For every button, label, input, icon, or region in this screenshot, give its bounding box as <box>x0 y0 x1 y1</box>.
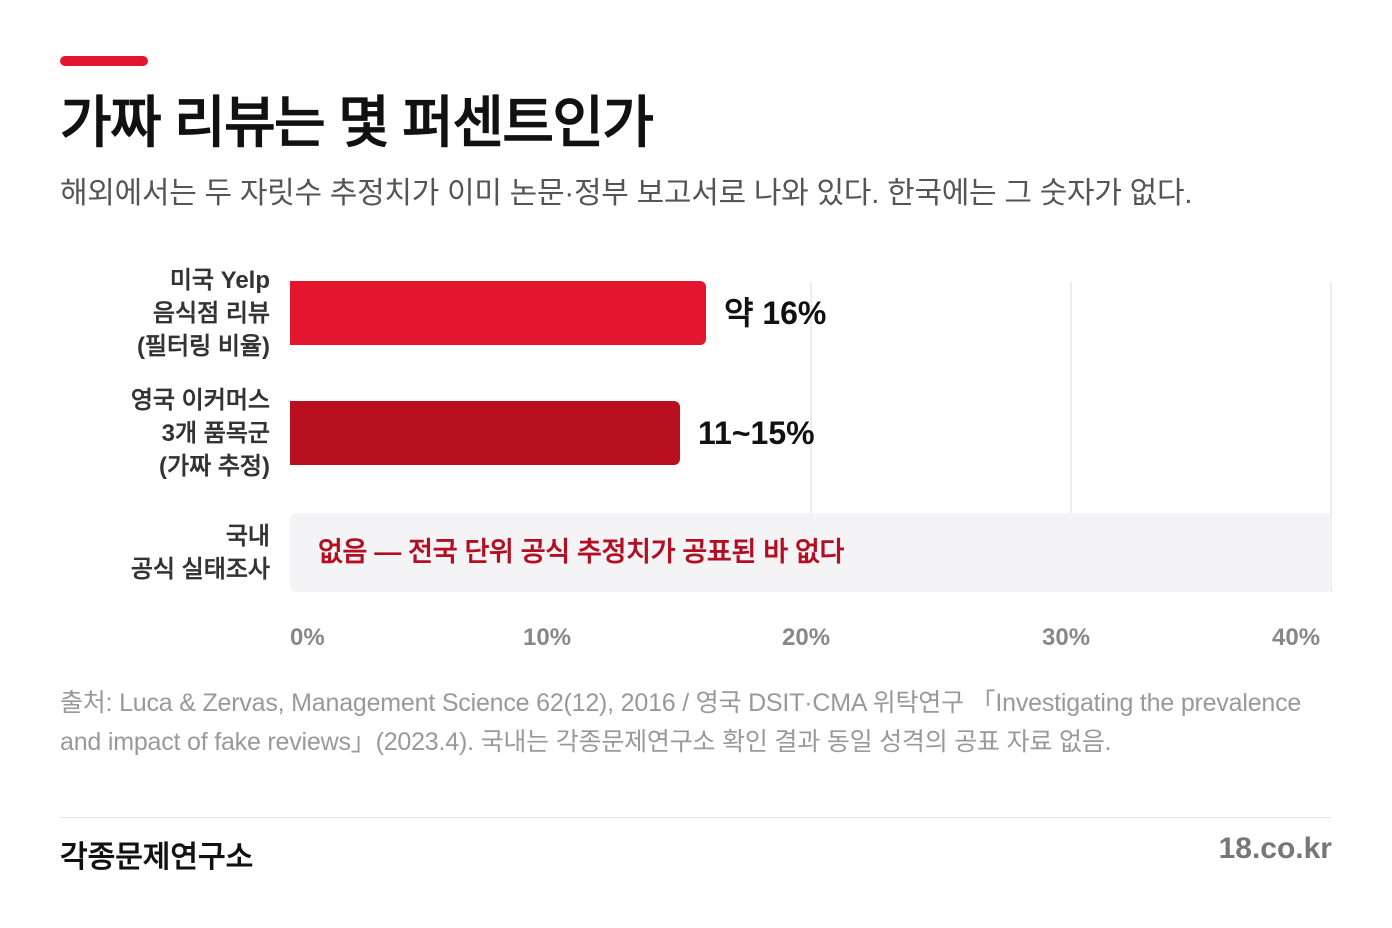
category-line: (가짜 추정) <box>159 453 270 480</box>
category-line: 3개 품목군 <box>161 420 270 447</box>
site-url: 18.co.kr <box>1218 832 1332 865</box>
accent-bar <box>60 56 148 66</box>
value-label-uk-ecommerce: 11~15% <box>698 415 815 451</box>
brand-name: 각종문제연구소 <box>60 841 254 874</box>
x-tick-label: 20% <box>782 624 831 651</box>
gridline-30 <box>1070 282 1072 592</box>
gridline-20 <box>810 282 812 592</box>
category-line: 음식점 리뷰 <box>152 300 270 327</box>
bar-us-yelp <box>290 281 706 345</box>
x-tick-label: 30% <box>1042 624 1091 651</box>
category-label-uk-ecommerce: 영국 이커머스 3개 품목군 (가짜 추정) <box>20 384 270 483</box>
x-tick-label: 10% <box>523 624 572 651</box>
page-subtitle: 해외에서는 두 자릿수 추정치가 이미 논문·정부 보고서로 나와 있다. 한국… <box>60 177 1193 210</box>
category-line: 국내 <box>225 523 270 550</box>
x-tick-label: 0% <box>290 624 325 651</box>
gridline-40 <box>1330 282 1332 592</box>
bar-uk-ecommerce <box>290 401 680 465</box>
no-data-box: 없음 — 전국 단위 공식 추정치가 공표된 바 없다 <box>290 513 1331 592</box>
category-line: 미국 Yelp <box>169 267 270 294</box>
value-label-us-yelp: 약 16% <box>724 295 827 331</box>
category-label-korea: 국내 공식 실태조사 <box>20 520 270 586</box>
no-data-label: 없음 — 전국 단위 공식 추정치가 공표된 바 없다 <box>318 537 845 567</box>
category-line: 공식 실태조사 <box>130 556 270 583</box>
category-line: 영국 이커머스 <box>130 387 270 414</box>
x-tick-label: 40% <box>1272 624 1321 651</box>
page-title: 가짜 리뷰는 몇 퍼센트인가 <box>60 91 654 154</box>
source-note: 출처: Luca & Zervas, Management Science 62… <box>60 689 1302 756</box>
category-label-us-yelp: 미국 Yelp 음식점 리뷰 (필터링 비율) <box>20 264 270 363</box>
category-line: (필터링 비율) <box>136 333 270 360</box>
footer-divider <box>60 817 1331 818</box>
